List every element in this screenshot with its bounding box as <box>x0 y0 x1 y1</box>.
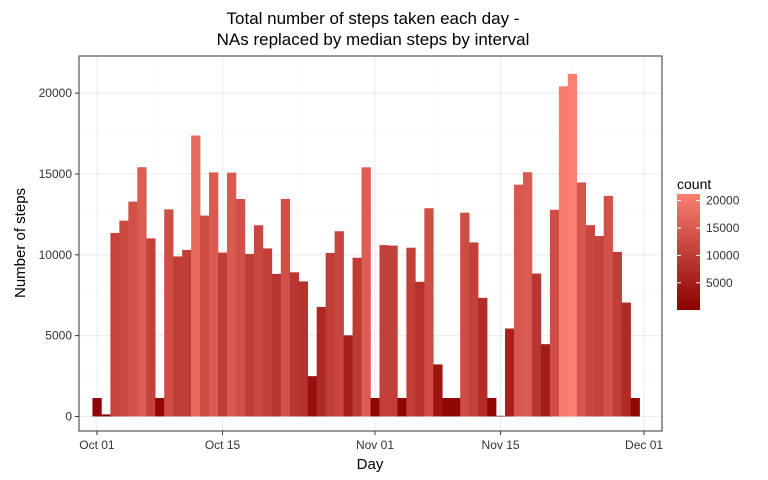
bar <box>361 167 371 417</box>
bar <box>612 251 622 417</box>
bar <box>200 215 210 417</box>
x-axis-title: Day <box>357 456 384 473</box>
bar <box>415 281 425 417</box>
bar <box>289 272 300 417</box>
legend-tick-label: 5000 <box>706 276 733 290</box>
bar <box>244 253 255 417</box>
bar <box>298 281 309 417</box>
bar <box>379 245 389 417</box>
bar <box>343 335 353 417</box>
bar <box>352 257 362 417</box>
bar <box>182 249 192 417</box>
bar <box>505 328 515 417</box>
bar <box>522 172 533 417</box>
bar <box>424 208 434 417</box>
bar <box>191 135 201 417</box>
bar <box>621 302 631 417</box>
legend-tick-label: 10000 <box>706 248 740 262</box>
bar <box>567 73 578 417</box>
bar <box>406 247 416 417</box>
bar <box>630 398 640 417</box>
y-tick-label: 0 <box>65 409 72 423</box>
bar <box>531 273 542 417</box>
bar <box>173 256 183 417</box>
bar <box>397 398 407 417</box>
legend-colorbar <box>677 194 700 310</box>
bar <box>235 199 246 417</box>
bar <box>307 376 317 417</box>
x-axis: Oct 01 Oct 15 Nov 01 Nov 15 Dec 01 <box>79 431 663 452</box>
legend-title: count <box>677 176 711 192</box>
bar <box>253 225 264 417</box>
legend: count 5000 10000 15000 20000 <box>677 176 740 310</box>
x-tick-label: Oct 15 <box>205 438 241 452</box>
bar <box>164 209 174 417</box>
bar <box>155 398 165 417</box>
bar <box>478 297 488 417</box>
y-axis: 0 5000 10000 15000 20000 <box>39 86 79 423</box>
y-tick-label: 10000 <box>39 248 73 262</box>
bar <box>334 231 344 417</box>
bar <box>370 398 380 417</box>
bar <box>137 167 147 417</box>
bars <box>92 73 640 417</box>
x-tick-label: Nov 15 <box>482 438 520 452</box>
bar <box>451 398 461 417</box>
bar <box>110 232 120 417</box>
bar <box>576 182 587 417</box>
x-tick-label: Nov 01 <box>356 438 394 452</box>
y-tick-label: 20000 <box>39 86 73 100</box>
legend-tick-label: 20000 <box>706 194 740 208</box>
x-tick-label: Oct 01 <box>79 438 115 452</box>
bar <box>460 212 470 417</box>
y-tick-label: 5000 <box>45 329 72 343</box>
bar <box>433 364 443 417</box>
y-axis-title: Number of steps <box>12 188 29 298</box>
chart-title: Total number of steps taken each day - <box>227 9 520 28</box>
bar <box>442 398 452 417</box>
bar <box>128 201 138 417</box>
bar <box>101 414 111 417</box>
bar <box>92 398 102 417</box>
bar <box>209 172 219 417</box>
bar <box>325 252 335 417</box>
bar <box>549 209 560 417</box>
chart-subtitle: NAs replaced by median steps by interval <box>217 30 530 49</box>
plot-border <box>78 55 663 432</box>
bar <box>585 225 596 417</box>
bar <box>146 238 156 417</box>
bar <box>316 306 326 417</box>
bar <box>496 415 506 417</box>
bar <box>540 344 551 417</box>
bar <box>603 195 613 417</box>
y-tick-label: 15000 <box>39 167 73 181</box>
bar <box>226 172 237 417</box>
bar <box>388 245 398 417</box>
bar <box>594 236 604 417</box>
bar <box>271 273 282 417</box>
x-tick-label: Dec 01 <box>625 438 663 452</box>
bar <box>469 242 479 417</box>
bar <box>280 198 291 417</box>
legend-tick-label: 15000 <box>706 221 740 235</box>
bar <box>514 184 524 417</box>
bar <box>487 398 497 417</box>
bar <box>558 86 569 417</box>
bar <box>262 248 273 417</box>
bar <box>218 252 228 417</box>
bar <box>119 220 129 417</box>
